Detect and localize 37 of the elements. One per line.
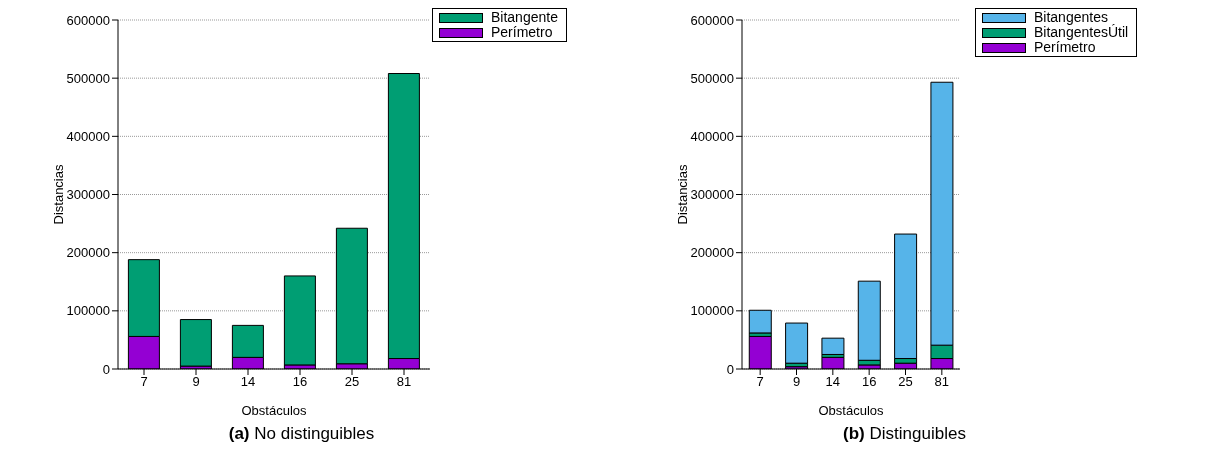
x-tick-label: 25 — [344, 374, 360, 390]
x-tick-label: 14 — [240, 374, 256, 390]
x-tick-label: 14 — [825, 374, 841, 390]
y-tick-label: 300000 — [66, 187, 110, 203]
x-tick-label: 9 — [792, 374, 801, 390]
x-tick-label: 16 — [861, 374, 877, 390]
x-tick-label: 9 — [192, 374, 200, 390]
y-tick-label: 200000 — [66, 245, 110, 261]
legend-label: BitangentesÚtil — [1034, 24, 1129, 40]
legend-label: Bitangente — [491, 9, 558, 25]
y-tick-label: 300000 — [690, 187, 734, 203]
y-tick-label: 100000 — [66, 303, 110, 319]
x-tick-label: 25 — [898, 374, 913, 390]
legend-label: Perímetro — [491, 24, 553, 40]
y-tick-label: 100000 — [690, 303, 734, 319]
y-tick-label: 200000 — [690, 245, 734, 261]
text: (a) No distinguibles — [227, 424, 376, 444]
x-tick-label: 81 — [396, 374, 412, 390]
text: (b) Distinguibles — [842, 424, 967, 444]
x-tick-label: 7 — [140, 374, 148, 390]
y-tick-label: 500000 — [690, 70, 734, 86]
y-tick-label: 400000 — [690, 128, 734, 144]
y-tick-label: 500000 — [66, 70, 110, 86]
x-axis-title: Obstáculos — [818, 403, 885, 418]
y-tick-label: 0 — [102, 361, 110, 377]
y-axis-title: Distancias — [50, 164, 66, 225]
y-tick-label: 600000 — [66, 12, 110, 28]
x-axis-title: Obstáculos — [241, 403, 308, 418]
legend-label: Perímetro — [1034, 39, 1096, 55]
x-tick-label: 16 — [292, 374, 308, 390]
y-axis-title: Distancias — [674, 164, 690, 225]
x-tick-label: 7 — [756, 374, 764, 390]
legend-label: Bitangentes — [1034, 9, 1108, 25]
y-tick-label: 600000 — [690, 12, 734, 28]
y-tick-label: 400000 — [66, 128, 110, 144]
y-tick-label: 0 — [726, 361, 734, 377]
x-tick-label: 81 — [934, 374, 950, 390]
